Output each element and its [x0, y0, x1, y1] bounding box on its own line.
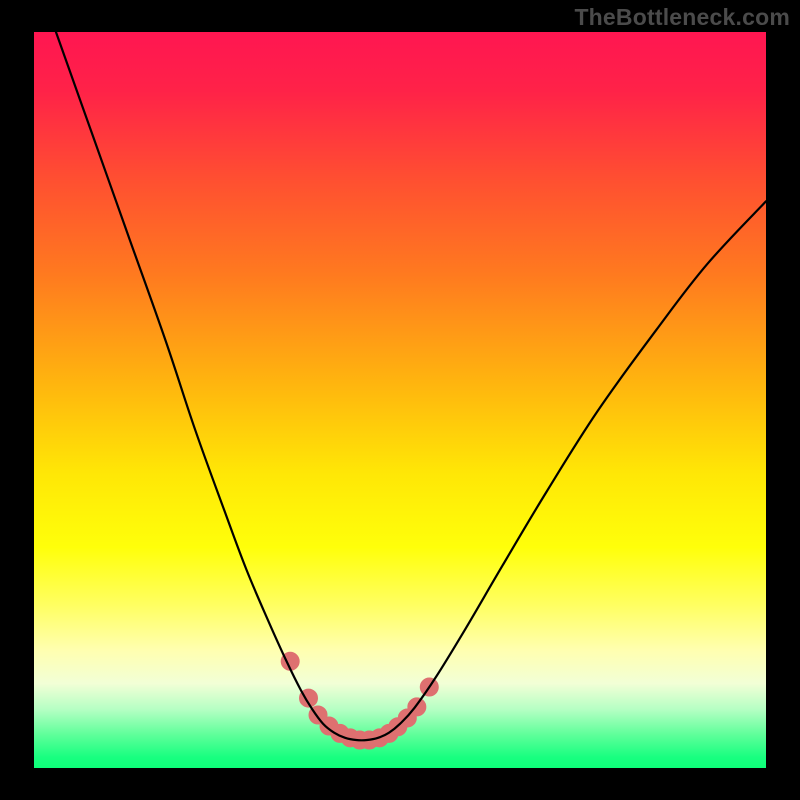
- plot-area: [34, 32, 766, 768]
- chart-frame: TheBottleneck.com: [0, 0, 800, 800]
- curve-layer: [34, 32, 766, 768]
- watermark-text: TheBottleneck.com: [574, 4, 790, 31]
- bottleneck-curve: [56, 32, 766, 740]
